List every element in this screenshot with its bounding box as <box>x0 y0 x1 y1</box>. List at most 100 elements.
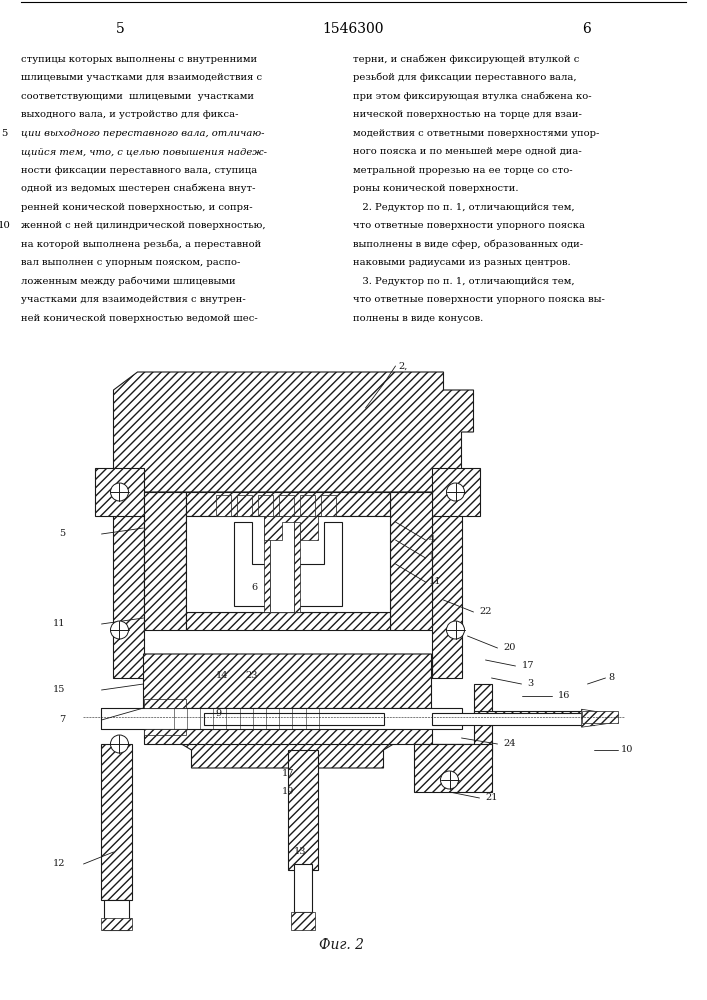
Text: 6: 6 <box>252 584 257 592</box>
Text: наковыми радиусами из разных центров.: наковыми радиусами из разных центров. <box>354 258 571 267</box>
Polygon shape <box>144 654 431 768</box>
Text: выходного вала, и устройство для фикса-: выходного вала, и устройство для фикса- <box>21 110 239 119</box>
Text: 10: 10 <box>0 221 11 230</box>
Circle shape <box>447 483 464 501</box>
Text: 2. Редуктор по п. 1, отличающийся тем,: 2. Редуктор по п. 1, отличающийся тем, <box>354 203 575 212</box>
Circle shape <box>440 771 459 789</box>
Bar <box>105 900 129 930</box>
Circle shape <box>110 621 129 639</box>
Text: что ответные поверхности упорного пояска: что ответные поверхности упорного пояска <box>354 221 585 230</box>
Text: 3: 3 <box>527 680 534 688</box>
Circle shape <box>447 621 464 639</box>
Bar <box>279 495 293 516</box>
Text: участками для взаимодействия с внутрен-: участками для взаимодействия с внутрен- <box>21 295 246 304</box>
Text: при этом фиксирующая втулка снабжена ко-: при этом фиксирующая втулка снабжена ко- <box>354 91 592 101</box>
Text: 8: 8 <box>609 674 614 682</box>
Polygon shape <box>102 918 132 930</box>
Bar <box>257 495 272 516</box>
Text: 14: 14 <box>216 670 228 680</box>
Text: 12: 12 <box>53 859 66 868</box>
Polygon shape <box>474 711 593 723</box>
Text: на которой выполнена резьба, а переставной: на которой выполнена резьба, а переставн… <box>21 239 262 249</box>
Polygon shape <box>581 709 612 727</box>
Bar <box>185 516 390 612</box>
Bar <box>237 495 252 516</box>
Text: 13: 13 <box>293 848 306 856</box>
Text: 11: 11 <box>428 578 441 586</box>
Text: одной из ведомых шестерен снабжена внут-: одной из ведомых шестерен снабжена внут- <box>21 184 256 193</box>
Text: нической поверхностью на торце для взаи-: нической поверхностью на торце для взаи- <box>354 110 583 119</box>
Polygon shape <box>144 729 185 735</box>
Polygon shape <box>431 468 479 516</box>
Bar <box>293 864 312 912</box>
Polygon shape <box>293 516 300 612</box>
Polygon shape <box>144 492 185 630</box>
Text: вал выполнен с упорным пояском, распо-: вал выполнен с упорным пояском, распо- <box>21 258 240 267</box>
Text: 24: 24 <box>503 740 516 748</box>
Text: выполнены в виде сфер, образованных оди-: выполнены в виде сфер, образованных оди- <box>354 239 583 249</box>
Text: 1: 1 <box>428 554 435 562</box>
Text: что ответные поверхности упорного пояска вы-: что ответные поверхности упорного пояска… <box>354 295 605 304</box>
Polygon shape <box>185 612 390 630</box>
Polygon shape <box>431 684 491 756</box>
Polygon shape <box>233 522 341 606</box>
Text: 2,: 2, <box>399 361 408 370</box>
Text: терни, и снабжен фиксирующей втулкой с: терни, и снабжен фиксирующей втулкой с <box>354 54 580 64</box>
Text: 15: 15 <box>53 686 66 694</box>
Text: 7: 7 <box>59 716 66 724</box>
Text: 5: 5 <box>59 530 66 538</box>
Text: резьбой для фиксации переставного вала,: резьбой для фиксации переставного вала, <box>354 73 577 82</box>
Bar <box>431 713 593 725</box>
Text: Фиг. 2: Фиг. 2 <box>319 938 364 952</box>
Text: 21: 21 <box>486 794 498 802</box>
Text: 6: 6 <box>583 22 591 36</box>
Bar <box>288 750 317 870</box>
Text: ренней конической поверхностью, и сопря-: ренней конической поверхностью, и сопря- <box>21 203 253 212</box>
Text: 11: 11 <box>53 619 66 629</box>
Polygon shape <box>414 744 491 792</box>
Polygon shape <box>264 516 317 540</box>
Text: ности фиксации переставного вала, ступица: ности фиксации переставного вала, ступиц… <box>21 166 257 175</box>
Bar <box>102 708 462 729</box>
Polygon shape <box>95 468 144 516</box>
Text: щийся тем, что, с целью повышения надеж-: щийся тем, что, с целью повышения надеж- <box>21 147 267 156</box>
Bar <box>216 495 230 516</box>
Polygon shape <box>185 492 390 516</box>
Text: женной с ней цилиндрической поверхностью,: женной с ней цилиндрической поверхностью… <box>21 221 266 230</box>
Text: модействия с ответными поверхностями упор-: модействия с ответными поверхностями упо… <box>354 129 600 138</box>
Bar <box>300 495 315 516</box>
Bar <box>581 711 617 723</box>
Text: ступицы которых выполнены с внутренними: ступицы которых выполнены с внутренними <box>21 55 257 64</box>
Text: метральной прорезью на ее торце со сто-: метральной прорезью на ее торце со сто- <box>354 166 573 175</box>
Text: ней конической поверхностью ведомой шес-: ней конической поверхностью ведомой шес- <box>21 314 258 323</box>
Polygon shape <box>114 372 474 492</box>
Text: ного пояска и по меньшей мере одной диа-: ного пояска и по меньшей мере одной диа- <box>354 147 583 156</box>
Text: 22: 22 <box>479 607 492 616</box>
Bar <box>144 708 431 744</box>
Text: 17: 17 <box>522 662 534 670</box>
Text: соответствующими  шлицевыми  участками: соответствующими шлицевыми участками <box>21 92 255 101</box>
Text: 1546300: 1546300 <box>323 22 384 36</box>
Polygon shape <box>144 654 431 678</box>
Text: 23: 23 <box>245 670 258 680</box>
Text: 3. Редуктор по п. 1, отличающийся тем,: 3. Редуктор по п. 1, отличающийся тем, <box>354 277 575 286</box>
Polygon shape <box>390 492 431 630</box>
Text: 19: 19 <box>281 788 294 796</box>
Polygon shape <box>264 516 269 612</box>
Bar <box>204 713 383 725</box>
Text: 5: 5 <box>1 129 8 138</box>
Text: 10: 10 <box>621 746 633 754</box>
Polygon shape <box>144 699 185 708</box>
Bar <box>102 744 132 900</box>
Polygon shape <box>269 516 293 612</box>
Text: 9: 9 <box>216 710 221 718</box>
Text: 4: 4 <box>428 536 435 544</box>
Text: шлицевыми участками для взаимодействия с: шлицевыми участками для взаимодействия с <box>21 73 262 82</box>
Text: 20: 20 <box>503 644 516 652</box>
Text: полнены в виде конусов.: полнены в виде конусов. <box>354 314 484 323</box>
Polygon shape <box>431 492 462 678</box>
Circle shape <box>110 735 129 753</box>
Bar <box>291 912 315 930</box>
Text: ции выходного переставного вала, отличаю-: ции выходного переставного вала, отличаю… <box>21 129 264 138</box>
Text: 16: 16 <box>558 692 570 700</box>
